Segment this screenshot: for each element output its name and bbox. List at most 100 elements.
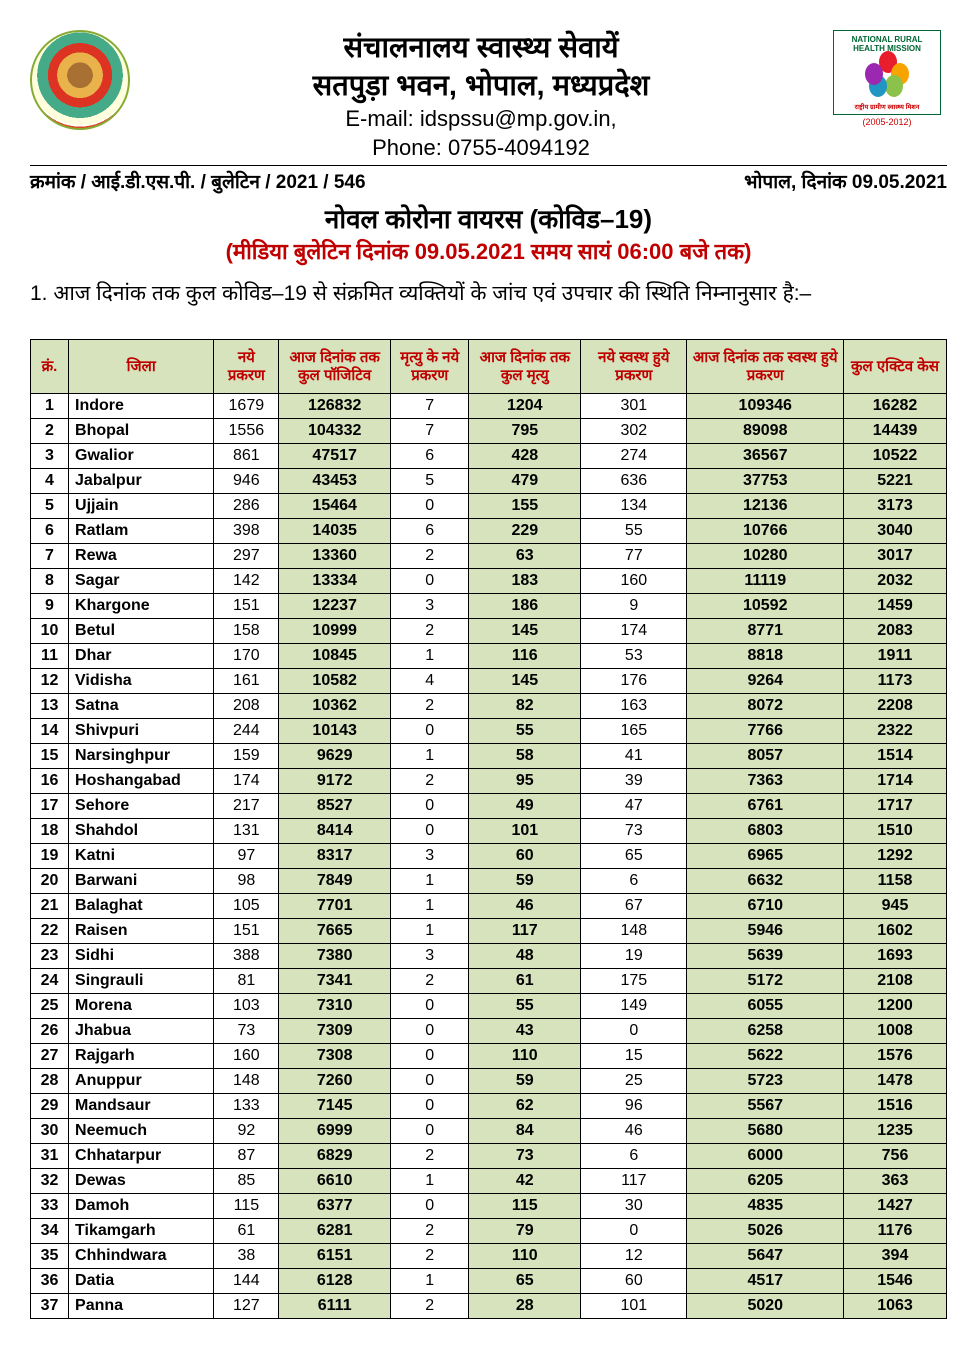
cell-total-positive: 10845: [279, 644, 391, 669]
cell-new-cases: 38: [214, 1244, 279, 1269]
cell-sn: 13: [31, 694, 69, 719]
cell-total-recovered: 5622: [687, 1044, 844, 1069]
cell-district: Khargone: [69, 594, 214, 619]
table-row: 9Khargone1511223731869105921459: [31, 594, 947, 619]
cell-sn: 14: [31, 719, 69, 744]
col-header-district: जिला: [69, 340, 214, 394]
dept-title-line2: सतपुड़ा भवन, भोपाल, मध्यप्रदेश: [145, 68, 817, 106]
cell-active: 1008: [844, 1019, 947, 1044]
cell-total-recovered: 10592: [687, 594, 844, 619]
cell-sn: 24: [31, 969, 69, 994]
cell-new-recovered: 302: [581, 419, 687, 444]
col-header-total-positive: आज दिनांक तक कुल पॉजिटिव: [279, 340, 391, 394]
table-row: 6Ratlam39814035622955107663040: [31, 519, 947, 544]
cell-new-deaths: 1: [391, 869, 469, 894]
cell-new-recovered: 12: [581, 1244, 687, 1269]
col-header-new-cases: नये प्रकरण: [214, 340, 279, 394]
table-row: 26Jhabua737309043062581008: [31, 1019, 947, 1044]
cell-district: Panna: [69, 1294, 214, 1319]
cell-district: Shahdol: [69, 819, 214, 844]
table-wrapper: क्रं. जिला नये प्रकरण आज दिनांक तक कुल प…: [30, 339, 947, 1319]
col-header-total-recovered: आज दिनांक तक स्वस्थ हुये प्रकरण: [687, 340, 844, 394]
table-row: 17Sehore21785270494767611717: [31, 794, 947, 819]
cell-sn: 32: [31, 1169, 69, 1194]
table-row: 2Bhopal155610433277953028909814439: [31, 419, 947, 444]
cell-sn: 16: [31, 769, 69, 794]
cell-total-recovered: 6205: [687, 1169, 844, 1194]
cell-total-deaths: 110: [469, 1244, 581, 1269]
cell-sn: 23: [31, 944, 69, 969]
table-row: 1Indore16791268327120430110934616282: [31, 394, 947, 419]
cell-new-deaths: 2: [391, 1294, 469, 1319]
cell-active: 1478: [844, 1069, 947, 1094]
cell-total-positive: 7849: [279, 869, 391, 894]
cell-total-deaths: 95: [469, 769, 581, 794]
cell-total-deaths: 59: [469, 869, 581, 894]
cell-new-deaths: 2: [391, 1144, 469, 1169]
table-row: 31Chhatarpur87682927366000756: [31, 1144, 947, 1169]
cell-total-positive: 9629: [279, 744, 391, 769]
table-row: 16Hoshangabad17491722953973631714: [31, 769, 947, 794]
cell-total-positive: 126832: [279, 394, 391, 419]
cell-total-recovered: 8771: [687, 619, 844, 644]
cell-total-positive: 47517: [279, 444, 391, 469]
cell-new-cases: 87: [214, 1144, 279, 1169]
table-row: 37Panna127611122810150201063: [31, 1294, 947, 1319]
cell-total-positive: 10999: [279, 619, 391, 644]
cell-district: Tikamgarh: [69, 1219, 214, 1244]
cell-total-deaths: 116: [469, 644, 581, 669]
cell-sn: 20: [31, 869, 69, 894]
cell-district: Dewas: [69, 1169, 214, 1194]
bulletin-subtitle: (मीडिया बुलेटिन दिनांक 09.05.2021 समय सा…: [30, 236, 947, 266]
cell-district: Neemuch: [69, 1119, 214, 1144]
cell-total-deaths: 55: [469, 994, 581, 1019]
cell-active: 1602: [844, 919, 947, 944]
cell-active: 1576: [844, 1044, 947, 1069]
cell-total-recovered: 6258: [687, 1019, 844, 1044]
cell-active: 3017: [844, 544, 947, 569]
cell-total-deaths: 46: [469, 894, 581, 919]
cell-total-positive: 104332: [279, 419, 391, 444]
cell-new-recovered: 39: [581, 769, 687, 794]
cell-district: Singrauli: [69, 969, 214, 994]
cell-new-cases: 98: [214, 869, 279, 894]
cell-district: Indore: [69, 394, 214, 419]
cell-total-recovered: 5026: [687, 1219, 844, 1244]
cell-new-cases: 161: [214, 669, 279, 694]
cell-sn: 28: [31, 1069, 69, 1094]
cell-active: 1427: [844, 1194, 947, 1219]
cell-new-deaths: 0: [391, 994, 469, 1019]
cell-total-positive: 7665: [279, 919, 391, 944]
cell-total-recovered: 10766: [687, 519, 844, 544]
cell-active: 1516: [844, 1094, 947, 1119]
cell-total-deaths: 186: [469, 594, 581, 619]
cell-new-cases: 1556: [214, 419, 279, 444]
cell-total-recovered: 4517: [687, 1269, 844, 1294]
cell-total-recovered: 109346: [687, 394, 844, 419]
cell-new-recovered: 19: [581, 944, 687, 969]
cell-new-cases: 388: [214, 944, 279, 969]
cell-new-cases: 131: [214, 819, 279, 844]
table-body: 1Indore167912683271204301109346162822Bho…: [31, 394, 947, 1319]
col-header-sn: क्रं.: [31, 340, 69, 394]
cell-new-recovered: 148: [581, 919, 687, 944]
cell-new-deaths: 0: [391, 794, 469, 819]
cell-total-deaths: 1204: [469, 394, 581, 419]
cell-new-cases: 297: [214, 544, 279, 569]
cell-new-cases: 159: [214, 744, 279, 769]
cell-total-positive: 6610: [279, 1169, 391, 1194]
cell-active: 2322: [844, 719, 947, 744]
table-row: 14Shivpuri2441014305516577662322: [31, 719, 947, 744]
cell-total-positive: 14035: [279, 519, 391, 544]
cell-new-recovered: 41: [581, 744, 687, 769]
cell-total-positive: 9172: [279, 769, 391, 794]
cell-active: 1911: [844, 644, 947, 669]
cell-total-deaths: 145: [469, 619, 581, 644]
cell-total-positive: 12237: [279, 594, 391, 619]
cell-total-positive: 10582: [279, 669, 391, 694]
cell-active: 1514: [844, 744, 947, 769]
email-line: E-mail: idspssu@mp.gov.in,: [145, 105, 817, 134]
cell-total-positive: 6281: [279, 1219, 391, 1244]
cell-new-cases: 133: [214, 1094, 279, 1119]
cell-total-positive: 43453: [279, 469, 391, 494]
